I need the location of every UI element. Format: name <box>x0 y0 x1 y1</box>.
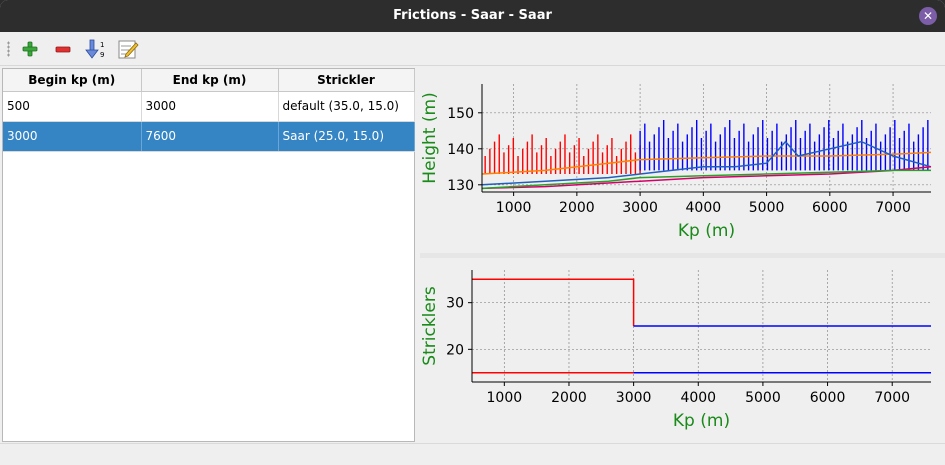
add-row-button[interactable] <box>17 36 43 62</box>
svg-text:9: 9 <box>100 51 104 59</box>
minus-icon <box>55 46 71 53</box>
friction-table-panel: Begin kp (m) End kp (m) Strickler 500 30… <box>2 68 415 442</box>
x-tick-label: 6000 <box>812 200 848 216</box>
cell-end-kp[interactable]: 7600 <box>141 121 279 152</box>
table-row[interactable]: 500 3000 default (35.0, 15.0) <box>3 91 415 122</box>
x-tick-label: 7000 <box>874 390 910 406</box>
edit-icon <box>118 40 139 59</box>
column-header-strickler[interactable]: Strickler <box>278 69 415 92</box>
remove-row-button[interactable] <box>50 36 76 62</box>
column-header-end-kp[interactable]: End kp (m) <box>141 69 279 92</box>
x-axis-label: Kp (m) <box>673 411 730 431</box>
series-line-1 <box>481 140 932 186</box>
strickler-plot[interactable]: 1000 2000 3000 4000 5000 6000 7000 20 30 Kp (m) St… <box>418 260 945 440</box>
y-tick-label: 130 <box>447 178 474 194</box>
cell-begin-kp[interactable]: 3000 <box>3 121 142 152</box>
cell-strickler[interactable]: Saar (25.0, 15.0) <box>278 121 415 152</box>
x-tick-label: 6000 <box>810 390 846 406</box>
x-tick-label: 5000 <box>749 200 785 216</box>
x-axis-label: Kp (m) <box>678 221 735 241</box>
cell-begin-kp[interactable]: 500 <box>3 91 142 122</box>
table-row[interactable]: 3000 7600 Saar (25.0, 15.0) <box>3 121 415 152</box>
x-tick-label: 7000 <box>875 200 911 216</box>
series-line-0 <box>481 151 932 175</box>
sort-ascending-icon: 1 9 <box>85 39 104 59</box>
toolbar-grip[interactable] <box>7 41 10 57</box>
x-tick-label: 4000 <box>686 200 722 216</box>
title-bar: Frictions - Saar - Saar ✕ <box>0 0 945 32</box>
y-axis-label: Height (m) <box>420 92 440 183</box>
friction-table: Begin kp (m) End kp (m) Strickler 500 30… <box>3 69 415 152</box>
svg-text:1: 1 <box>100 41 104 49</box>
x-tick-label: 5000 <box>745 390 781 406</box>
window-title: Frictions - Saar - Saar <box>393 8 552 23</box>
x-tick-label: 1000 <box>487 390 523 406</box>
y-axis-label: Stricklers <box>420 286 440 366</box>
cell-end-kp[interactable]: 3000 <box>141 91 279 122</box>
plus-icon <box>22 41 38 57</box>
cell-strickler[interactable]: default (35.0, 15.0) <box>278 91 415 122</box>
x-tick-label: 2000 <box>559 200 595 216</box>
height-profile-chart-svg: 1000 2000 3000 4000 5000 6000 7000 130 140 150 Kp … <box>420 84 932 241</box>
y-tick-label: 30 <box>446 296 464 312</box>
x-tick-label: 3000 <box>622 200 658 216</box>
x-tick-label: 4000 <box>680 390 716 406</box>
status-bar <box>0 443 945 465</box>
y-tick-label: 150 <box>447 106 474 122</box>
series-line-3 <box>481 169 931 190</box>
close-button[interactable]: ✕ <box>919 7 937 25</box>
y-tick-label: 140 <box>447 142 474 158</box>
y-tick-label: 20 <box>446 342 464 358</box>
close-icon: ✕ <box>922 9 934 23</box>
x-tick-label: 3000 <box>616 390 652 406</box>
series-line-0 <box>472 278 635 326</box>
strickler-chart-svg: 1000 2000 3000 4000 5000 6000 7000 20 30 Kp (m) St… <box>420 270 931 431</box>
edit-button[interactable] <box>115 36 141 62</box>
x-tick-label: 1000 <box>496 200 532 216</box>
height-profile-plot[interactable]: 1000 2000 3000 4000 5000 6000 7000 130 140 150 Kp … <box>418 70 945 252</box>
column-header-begin-kp[interactable]: Begin kp (m) <box>3 69 142 92</box>
toolbar: 1 9 <box>0 32 945 66</box>
sort-button[interactable]: 1 9 <box>83 36 109 62</box>
x-tick-label: 2000 <box>551 390 587 406</box>
plot-splitter[interactable] <box>420 253 945 258</box>
